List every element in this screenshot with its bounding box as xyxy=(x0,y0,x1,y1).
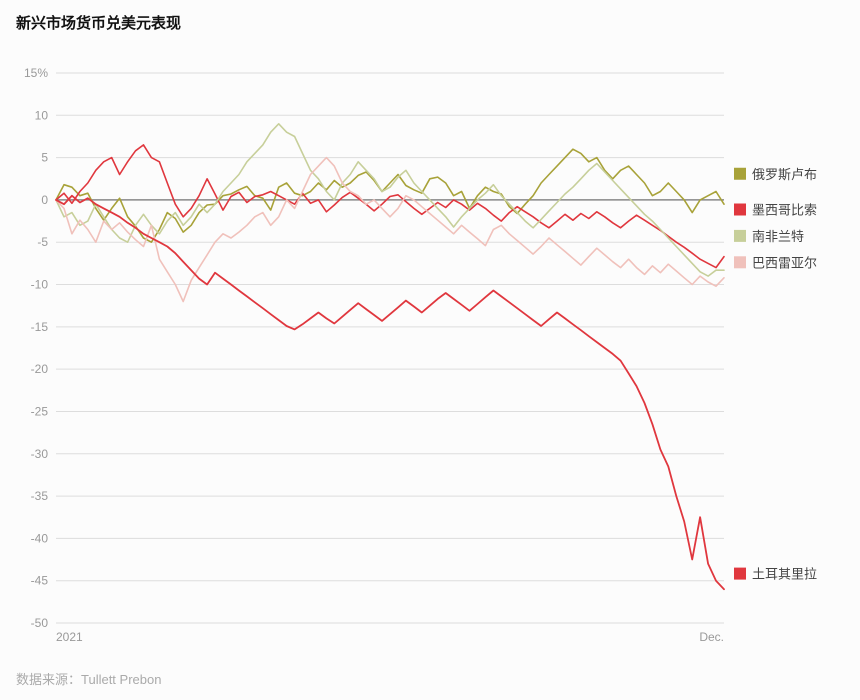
legend-label: 南非兰特 xyxy=(752,229,804,244)
y-axis-label: -30 xyxy=(31,447,49,461)
line-chart-svg: 15% 10 5 0 -5 -10 -15 -20 -25 -30 -35 -40 -45 -50 2021… xyxy=(16,33,844,663)
y-axis-label: -45 xyxy=(31,574,49,588)
y-axis-label: -15 xyxy=(31,320,49,334)
y-axis-label: 5 xyxy=(41,151,48,165)
legend-swatch xyxy=(734,230,746,242)
x-axis-label: 2021 xyxy=(56,630,83,644)
legend-label: 巴西雷亚尔 xyxy=(752,255,817,270)
series-line xyxy=(56,196,724,590)
legend-swatch xyxy=(734,256,746,268)
source-label: 数据来源：Tullett Prebon xyxy=(16,669,844,688)
legend-label: 土耳其里拉 xyxy=(752,567,817,582)
y-axis-label: 15% xyxy=(24,66,48,80)
y-axis-label: -40 xyxy=(31,531,49,545)
legend-label: 俄罗斯卢布 xyxy=(752,167,817,182)
x-axis-label: Dec. xyxy=(699,630,724,644)
legend-label: 墨西哥比索 xyxy=(752,203,817,218)
legend-swatch xyxy=(734,204,746,216)
y-axis-label: 10 xyxy=(35,108,49,122)
legend-swatch xyxy=(734,168,746,180)
y-axis-label: -10 xyxy=(31,278,49,292)
y-axis-label: -50 xyxy=(31,616,49,630)
legend-swatch xyxy=(734,568,746,580)
y-axis-label: 0 xyxy=(41,193,48,207)
series-line xyxy=(56,145,724,268)
y-axis-label: -35 xyxy=(31,489,49,503)
chart-title: 新兴市场货币兑美元表现 xyxy=(16,12,844,33)
y-axis-label: -5 xyxy=(37,235,48,249)
y-axis-label: -20 xyxy=(31,362,49,376)
chart-container: 15% 10 5 0 -5 -10 -15 -20 -25 -30 -35 -40 -45 -50 2021… xyxy=(16,33,844,663)
y-axis-label: -25 xyxy=(31,404,49,418)
